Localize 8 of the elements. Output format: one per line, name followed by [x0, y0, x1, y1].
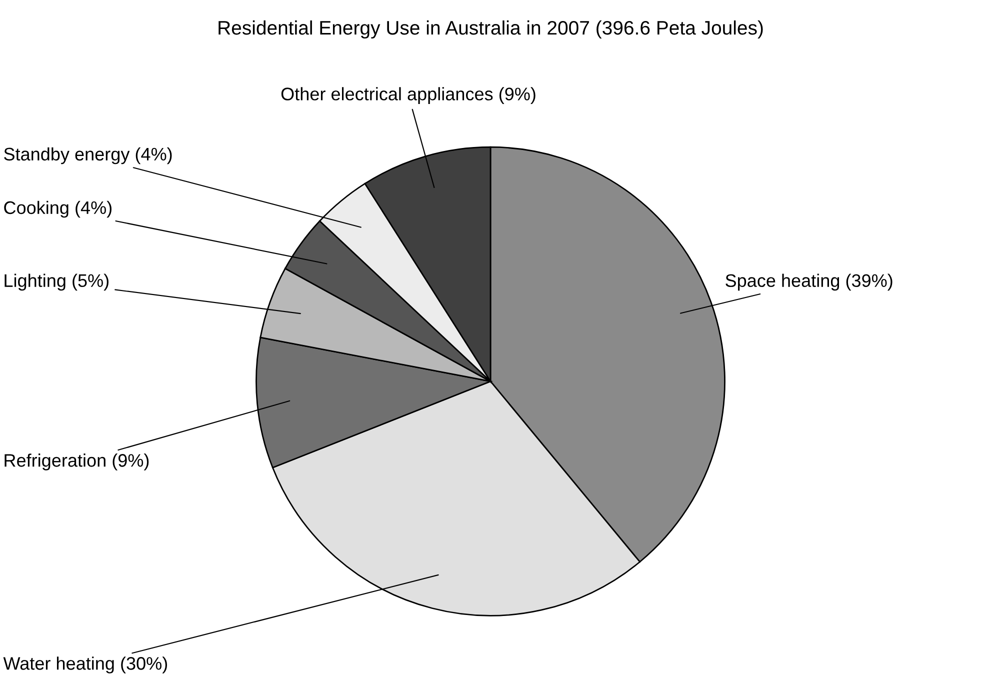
slice-label: Cooking (4%): [4, 200, 112, 218]
slice-label: Water heating (30%): [3, 656, 168, 674]
slice-label: Space heating (39%): [726, 274, 892, 291]
slice-label: Lighting (5%): [4, 274, 108, 291]
slice-label: Other electrical appliances (9%): [281, 87, 536, 104]
slice-label: Standby energy (4%): [4, 147, 172, 164]
slice-label: Refrigeration (9%): [4, 454, 149, 470]
chart-title: Residential Energy Use in Australia in 2007 (396.6 Peta Joules): [218, 20, 763, 39]
